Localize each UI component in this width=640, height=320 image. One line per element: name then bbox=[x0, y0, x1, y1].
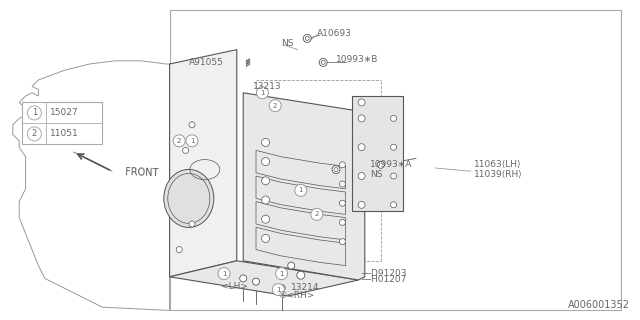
Circle shape bbox=[339, 220, 346, 225]
Text: 13213: 13213 bbox=[253, 82, 282, 91]
Circle shape bbox=[189, 122, 195, 128]
Circle shape bbox=[295, 184, 307, 196]
Circle shape bbox=[262, 139, 269, 147]
Circle shape bbox=[269, 100, 281, 112]
Text: A10693: A10693 bbox=[317, 29, 351, 38]
Circle shape bbox=[390, 116, 397, 121]
Circle shape bbox=[378, 161, 384, 168]
Circle shape bbox=[253, 278, 259, 285]
Circle shape bbox=[358, 99, 365, 106]
Text: 13214: 13214 bbox=[291, 284, 320, 292]
Polygon shape bbox=[352, 96, 403, 211]
Text: 2: 2 bbox=[315, 212, 319, 217]
Circle shape bbox=[358, 201, 365, 208]
Circle shape bbox=[262, 158, 269, 166]
Text: ―H01207: ―H01207 bbox=[362, 276, 406, 284]
Polygon shape bbox=[243, 93, 365, 280]
Circle shape bbox=[273, 284, 284, 296]
Text: NS: NS bbox=[370, 170, 383, 179]
Text: 11051: 11051 bbox=[51, 129, 79, 139]
Circle shape bbox=[339, 181, 346, 187]
Text: 11063⟨LH⟩: 11063⟨LH⟩ bbox=[474, 160, 521, 169]
Text: 1: 1 bbox=[260, 90, 265, 96]
Circle shape bbox=[262, 215, 269, 223]
Text: A91055: A91055 bbox=[189, 58, 223, 67]
Text: 1: 1 bbox=[221, 271, 227, 276]
Circle shape bbox=[262, 196, 269, 204]
Circle shape bbox=[339, 200, 346, 206]
Text: 10993∗A: 10993∗A bbox=[370, 160, 412, 169]
Circle shape bbox=[186, 135, 198, 147]
Text: 11039⟨RH⟩: 11039⟨RH⟩ bbox=[474, 170, 522, 179]
Circle shape bbox=[305, 36, 309, 40]
Polygon shape bbox=[170, 50, 237, 277]
Circle shape bbox=[278, 284, 285, 292]
Circle shape bbox=[288, 262, 294, 269]
Circle shape bbox=[28, 106, 42, 120]
Text: 1: 1 bbox=[32, 108, 37, 117]
Text: 1: 1 bbox=[298, 188, 303, 193]
Circle shape bbox=[358, 144, 365, 151]
Circle shape bbox=[339, 162, 346, 168]
Bar bbox=[22, 102, 102, 144]
Circle shape bbox=[182, 148, 189, 153]
Circle shape bbox=[311, 208, 323, 220]
Text: 1: 1 bbox=[189, 138, 195, 144]
Circle shape bbox=[303, 35, 311, 43]
Circle shape bbox=[240, 275, 246, 282]
Circle shape bbox=[321, 60, 325, 64]
Text: A006001352: A006001352 bbox=[568, 300, 630, 310]
Circle shape bbox=[358, 172, 365, 180]
Circle shape bbox=[262, 234, 269, 243]
Circle shape bbox=[334, 168, 338, 172]
Circle shape bbox=[358, 115, 365, 122]
Circle shape bbox=[332, 166, 340, 174]
Circle shape bbox=[218, 268, 230, 280]
Circle shape bbox=[390, 202, 397, 208]
Text: FRONT: FRONT bbox=[125, 167, 159, 178]
Circle shape bbox=[257, 87, 268, 99]
Text: <LH>: <LH> bbox=[221, 282, 248, 291]
Circle shape bbox=[390, 173, 397, 179]
Circle shape bbox=[176, 247, 182, 252]
Circle shape bbox=[173, 135, 185, 147]
Text: 15027: 15027 bbox=[51, 108, 79, 117]
Ellipse shape bbox=[164, 169, 214, 228]
Circle shape bbox=[28, 127, 42, 141]
Bar bbox=[170, 10, 621, 310]
Circle shape bbox=[297, 271, 305, 279]
Text: 2: 2 bbox=[273, 103, 277, 108]
Circle shape bbox=[276, 268, 287, 280]
Circle shape bbox=[262, 177, 269, 185]
Text: 10993∗B: 10993∗B bbox=[336, 55, 378, 64]
Polygon shape bbox=[170, 261, 358, 296]
Text: ①<RH>: ①<RH> bbox=[278, 292, 315, 300]
Text: 1: 1 bbox=[276, 287, 281, 292]
Text: 2: 2 bbox=[177, 138, 181, 144]
Circle shape bbox=[390, 144, 397, 150]
Text: NS: NS bbox=[282, 39, 294, 48]
Circle shape bbox=[189, 221, 195, 227]
Text: ―D91203: ―D91203 bbox=[362, 269, 406, 278]
Text: 2: 2 bbox=[32, 129, 37, 139]
Text: 1: 1 bbox=[279, 271, 284, 276]
Circle shape bbox=[319, 59, 327, 67]
Circle shape bbox=[339, 239, 346, 244]
